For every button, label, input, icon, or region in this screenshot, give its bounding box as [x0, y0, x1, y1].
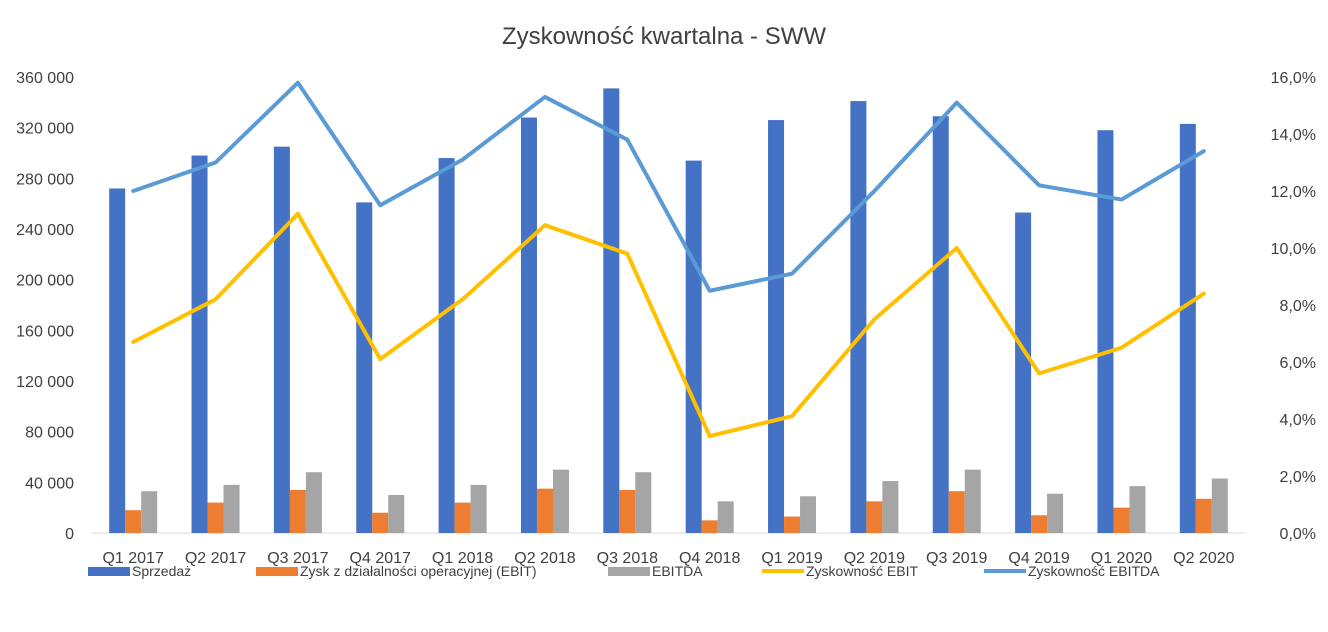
bar-0-7 [685, 160, 702, 533]
x-tick-label: Q1 2017 [102, 550, 163, 567]
right-tick-label: 6,0% [1280, 355, 1316, 372]
left-tick-label: 0 [65, 526, 74, 543]
bar-2-12 [1129, 486, 1146, 533]
left-tick-label: 120 000 [16, 374, 74, 391]
bar-2-0 [141, 491, 158, 533]
x-tick-label: Q3 2018 [597, 550, 658, 567]
left-tick-label: 320 000 [16, 121, 74, 138]
bar-2-5 [552, 469, 569, 533]
bar-2-13 [1211, 478, 1228, 533]
bar-1-6 [619, 489, 636, 533]
left-tick-label: 40 000 [25, 475, 74, 492]
x-tick-label: Q2 2020 [1173, 550, 1234, 567]
bar-0-0 [109, 188, 126, 533]
x-tick-label: Q1 2020 [1091, 550, 1152, 567]
x-axis: Q1 2017 Q2 2017 Q3 2017 Q4 2017 Q1 2018 Q2 20… [102, 550, 1234, 567]
right-tick-label: 14,0% [1271, 127, 1316, 144]
left-tick-label: 160 000 [16, 323, 74, 340]
left-tick-label: 360 000 [16, 70, 74, 87]
right-tick-label: 12,0% [1271, 184, 1316, 201]
bar-2-8 [800, 496, 817, 533]
bar-0-12 [1097, 130, 1114, 533]
bar-1-10 [948, 491, 965, 533]
x-tick-label: Q1 2018 [432, 550, 493, 567]
bar-1-7 [701, 520, 718, 533]
bar-2-6 [635, 472, 652, 533]
x-tick-label: Q3 2019 [926, 550, 987, 567]
bar-0-3 [356, 202, 373, 533]
x-tick-label: Q4 2019 [1008, 550, 1069, 567]
bar-0-1 [191, 155, 208, 534]
bar-0-8 [768, 120, 785, 534]
bar-0-13 [1179, 123, 1196, 533]
right-tick-label: 4,0% [1280, 412, 1316, 429]
legend-label-3: Zyskowność EBIT [806, 563, 918, 579]
right-axis: 0,0% 2,0% 4,0% 6,0% 8,0% 10,0% 12,0% 14,0% 16,0% [1271, 70, 1316, 543]
legend-label-4: Zyskowność EBITDA [1028, 563, 1160, 579]
bar-2-4 [470, 484, 487, 533]
bar-marks [109, 88, 1228, 534]
bar-0-6 [603, 88, 620, 534]
x-tick-label: Q3 2017 [267, 550, 328, 567]
left-tick-label: 240 000 [16, 222, 74, 239]
x-tick-label: Q2 2019 [844, 550, 905, 567]
bar-0-10 [932, 116, 949, 534]
bar-0-9 [850, 101, 867, 534]
bar-1-2 [289, 489, 306, 533]
bar-2-2 [305, 472, 322, 533]
x-tick-label: Q4 2018 [679, 550, 740, 567]
right-tick-label: 2,0% [1280, 469, 1316, 486]
x-tick-label: Q2 2017 [185, 550, 246, 567]
x-tick-label: Q2 2018 [514, 550, 575, 567]
x-tick-label: Q4 2017 [350, 550, 411, 567]
legend: Sprzedaż Zysk z działalności operacyjnej … [88, 563, 1160, 579]
left-axis: 0 40 000 80 000 120 000 160 000 200 000 240 00… [16, 70, 74, 543]
right-tick-label: 10,0% [1271, 241, 1316, 258]
line-marks [131, 80, 1206, 439]
legend-label-1: Zysk z działalności operacyjnej (EBIT) [300, 563, 537, 579]
line-series-1 [131, 80, 1206, 293]
bar-2-1 [223, 484, 240, 533]
line-series-0 [131, 211, 1206, 439]
bar-1-8 [784, 516, 801, 533]
bar-1-13 [1195, 498, 1212, 533]
left-tick-label: 200 000 [16, 273, 74, 290]
bar-2-10 [964, 469, 981, 533]
bar-0-5 [520, 117, 537, 534]
bar-0-4 [438, 158, 455, 534]
bar-2-7 [717, 501, 734, 533]
bar-2-9 [882, 481, 899, 533]
legend-swatch-0 [88, 567, 130, 576]
bar-1-11 [1031, 515, 1048, 533]
legend-label-2: EBITDA [652, 563, 703, 579]
right-tick-label: 0,0% [1280, 526, 1316, 543]
bar-1-0 [125, 510, 142, 533]
x-tick-label: Q1 2019 [761, 550, 822, 567]
bar-1-12 [1113, 507, 1130, 533]
bar-0-11 [1015, 212, 1032, 534]
chart-title: Zyskowność kwartalna - SWW [502, 23, 826, 50]
bar-1-9 [866, 501, 883, 533]
bar-0-2 [273, 146, 290, 533]
right-tick-label: 8,0% [1280, 298, 1316, 315]
bar-2-3 [388, 495, 405, 533]
left-tick-label: 280 000 [16, 171, 74, 188]
legend-label-0: Sprzedaż [132, 563, 191, 579]
bar-1-4 [454, 502, 471, 533]
bar-1-1 [207, 502, 224, 533]
bar-2-11 [1047, 493, 1064, 533]
right-tick-label: 16,0% [1271, 70, 1316, 87]
bar-1-5 [536, 488, 553, 533]
left-tick-label: 80 000 [25, 425, 74, 442]
bar-1-3 [372, 512, 389, 533]
legend-swatch-2 [608, 567, 650, 576]
legend-swatch-1 [256, 567, 298, 576]
